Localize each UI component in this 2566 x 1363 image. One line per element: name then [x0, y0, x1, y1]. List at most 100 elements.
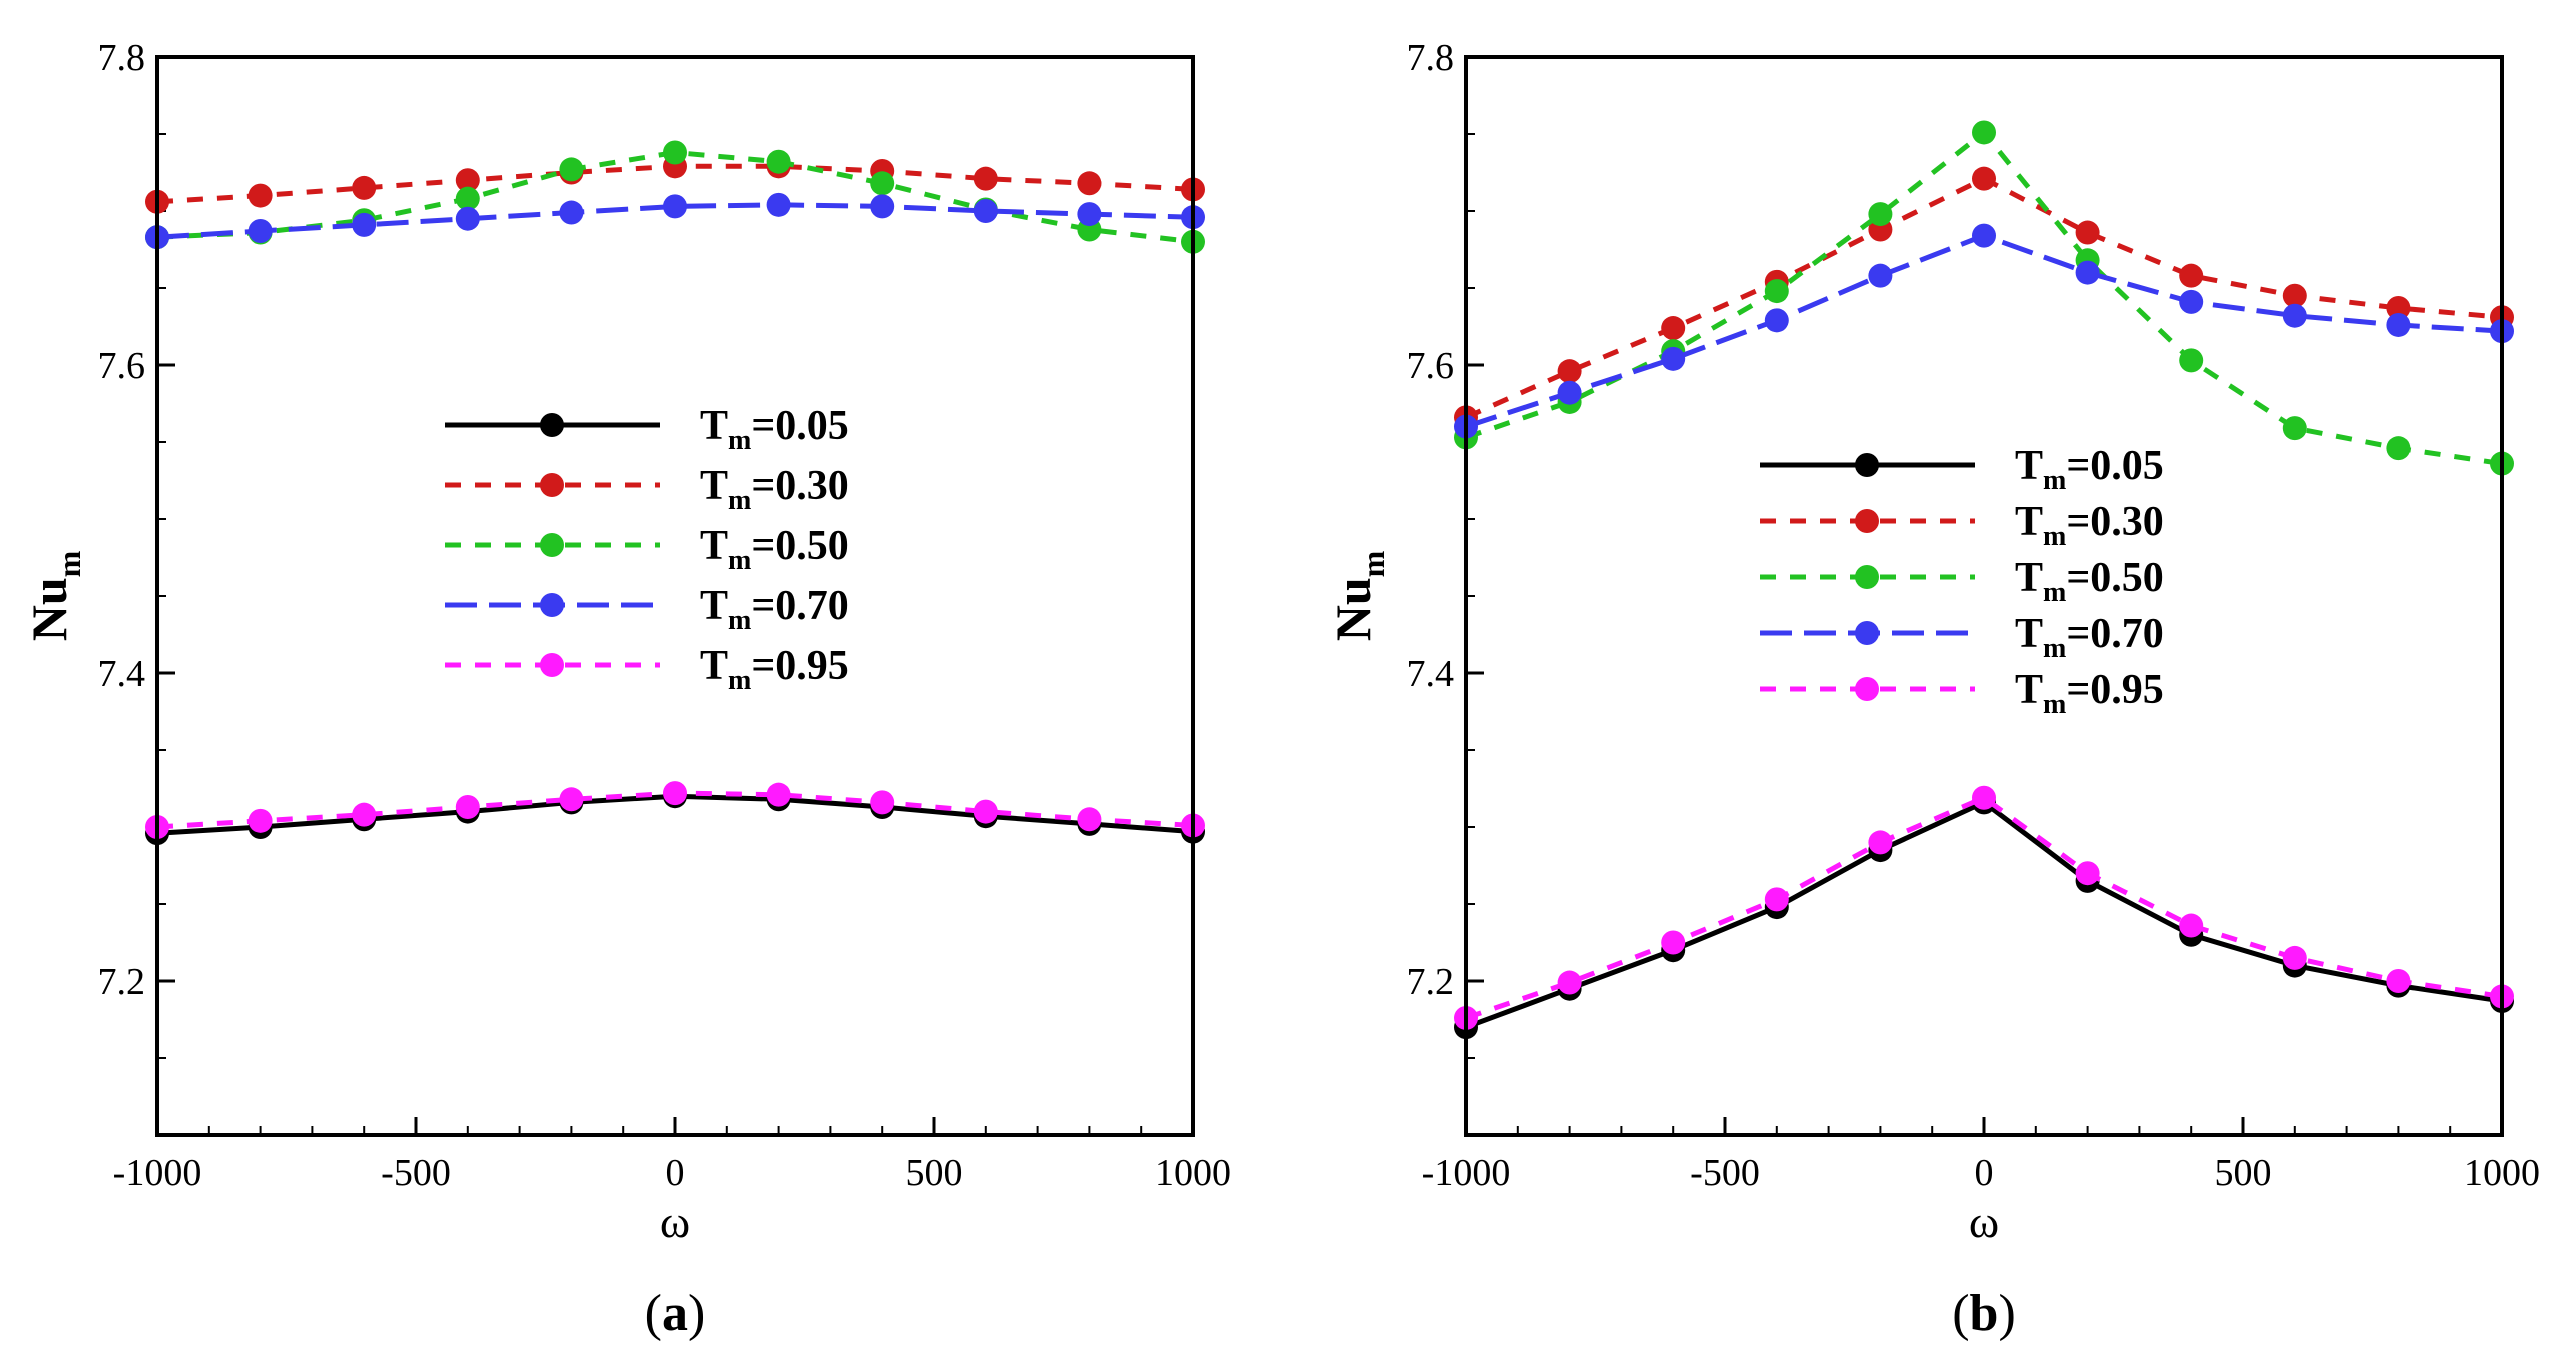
panel-b-legend-marker	[1855, 677, 1879, 701]
svg-text:Num: Num	[1325, 550, 1391, 641]
panel-a-legend-marker	[540, 533, 564, 557]
panel-a-data-point	[766, 192, 791, 217]
panel-b-data-point	[2282, 283, 2307, 308]
panel-b-plot-frame	[1464, 55, 2504, 1137]
panel-a-data-point	[455, 206, 480, 231]
panel-b-data-point	[1972, 785, 1996, 810]
panel-a-data-point	[973, 199, 998, 223]
panel-b-data-point	[1661, 346, 1686, 371]
panel-a-legend-label: Tm=0.50	[700, 523, 849, 576]
panel-b-legend-entry: Tm=0.95	[1760, 667, 2164, 720]
panel-b-y-tick-label: 7.2	[1407, 961, 1455, 1003]
panel-b-data-point	[1972, 166, 1996, 191]
panel-a-data-point	[559, 157, 584, 182]
panel-b-x-tick-label: 0	[1975, 1152, 1994, 1194]
panel-a-legend-entry: Tm=0.70	[445, 583, 849, 636]
panel-a-data-point	[973, 799, 998, 824]
panel-a-series-line	[156, 149, 1194, 245]
panel-b-legend-marker	[1855, 453, 1879, 477]
panel-a-data-point	[870, 790, 895, 815]
panel-b-data-point	[1868, 202, 1893, 227]
panel-a-x-tick-label: 500	[906, 1152, 963, 1194]
panel-a-legend-marker	[540, 653, 564, 677]
panel-b-y-tick-label: 7.8	[1407, 37, 1455, 79]
panel-b-series-0	[1454, 790, 2514, 1040]
panel-a-series-3	[145, 192, 1205, 250]
panel-b-legend-label: Tm=0.70	[2015, 611, 2164, 664]
panel-b-data-point	[2179, 913, 2204, 938]
panel-b-data-point	[1557, 359, 1582, 384]
panel-b-y-axis-label: Num	[1325, 550, 1391, 641]
panel-a-x-tick-label: -500	[381, 1152, 451, 1194]
panel-b-legend-entry: Tm=0.50	[1760, 555, 2164, 608]
panel-b-label: (b)	[1952, 1285, 2016, 1342]
panel-b-y-tick-label: 7.6	[1407, 345, 1455, 387]
panel-b-series-4	[1454, 785, 2514, 1030]
panel-a-legend: Tm=0.05 Tm=0.30 Tm=0.50 Tm=0.70 Tm=0.95	[445, 403, 849, 696]
panel-b-x-tick-label: -1000	[1422, 1152, 1511, 1194]
panel-a-label: (a)	[645, 1285, 706, 1342]
panel-a-data-point	[663, 194, 687, 219]
panel-b-data-point	[2386, 969, 2411, 993]
panel-a-data-point	[455, 794, 480, 819]
panel-b-data-point	[2282, 303, 2307, 328]
panel-a-data-point	[663, 140, 687, 165]
panel-a-x-tick-label: 0	[666, 1152, 685, 1194]
panel-a-series-line	[156, 202, 1194, 240]
panel-b-x-axis-label: ω	[1969, 1196, 1999, 1247]
panel-b-data-point	[2075, 861, 2100, 886]
panel-b-data-point	[1764, 887, 1789, 912]
panel-b-legend-marker	[1855, 565, 1879, 589]
panel-a-data-point	[455, 168, 480, 193]
panel-a-plot-frame	[155, 55, 1195, 1137]
panel-b-legend-entry: Tm=0.05	[1760, 443, 2164, 496]
panel-b-x-tick-label: 500	[2215, 1152, 2272, 1194]
panel-b-data-point	[1557, 970, 1582, 995]
panel-b-data-point	[2179, 289, 2204, 314]
panel-a-y-tick-label: 7.8	[98, 37, 146, 79]
panel-b-data-point	[1557, 380, 1582, 405]
panel-a-data-point	[248, 808, 273, 833]
panel-a-legend-marker	[540, 473, 564, 497]
panel-a-x-tick-label: -1000	[113, 1152, 202, 1194]
panel-a-legend-marker	[540, 593, 564, 617]
panel-b-data-point	[1972, 223, 1996, 248]
panel-b-series-line	[1464, 175, 2503, 420]
panel-b-legend-marker	[1855, 509, 1879, 533]
panel-a-legend-label: Tm=0.05	[700, 403, 849, 456]
panel-b-data-point	[1661, 930, 1686, 955]
panel-a-data-point	[766, 149, 791, 174]
panel-a-data-point	[1077, 202, 1102, 227]
panel-a-x-tick-label: 1000	[1155, 1152, 1231, 1194]
panel-b-data-point	[2282, 945, 2307, 970]
panel-a-data-point	[352, 212, 377, 237]
panel-a-legend-marker	[540, 413, 564, 437]
panel-b-series-1	[1454, 166, 2514, 430]
panel-b-data-point	[1972, 120, 1996, 145]
panel-b-legend-label: Tm=0.05	[2015, 443, 2164, 496]
panel-a-legend-entry: Tm=0.50	[445, 523, 849, 576]
panel-b-data-point	[2075, 220, 2100, 245]
panel-b-data-point	[2386, 436, 2411, 461]
panel-a-data-point	[663, 781, 687, 806]
panel-a-data-point	[1077, 807, 1102, 832]
panel-b-legend-label: Tm=0.30	[2015, 499, 2164, 552]
panel-b-legend-marker	[1855, 621, 1879, 645]
panel-a-data-point	[248, 183, 273, 208]
panel-a-legend-label: Tm=0.95	[700, 643, 849, 696]
panel-a-series-4	[145, 781, 1205, 839]
panel-a-data-point	[973, 166, 998, 191]
panel-b-data-point	[2282, 416, 2307, 441]
panel-a-data-point	[870, 171, 895, 196]
panel-a-data-point	[1077, 171, 1102, 196]
panel-b-data-point	[2075, 260, 2100, 285]
panel-a-data-point	[352, 175, 377, 200]
panel-b-data-point	[1764, 308, 1789, 333]
panel-a-y-tick-label: 7.4	[98, 653, 146, 695]
panel-a-data-point	[455, 186, 480, 211]
panel-b-ticks: -1000 -500 0 500 1000 7.2 7.4 7.6 7.8	[1407, 37, 2541, 1194]
panel-b-data-point	[1661, 316, 1686, 341]
panel-a-ticks: -1000 -500 0 500 1000 7.2 7.4 7.6 7.8	[98, 37, 1232, 1194]
